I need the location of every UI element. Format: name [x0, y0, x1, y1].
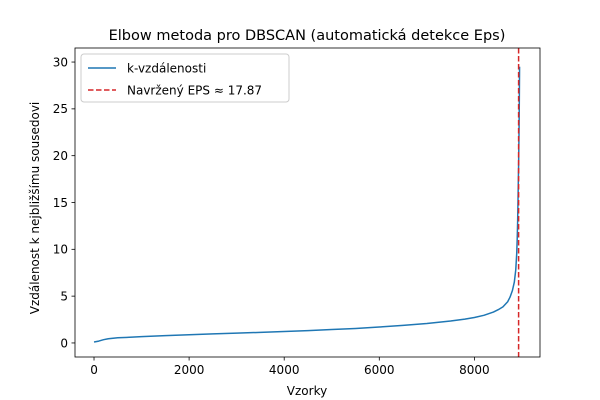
x-axis-label: Vzorky — [287, 384, 327, 398]
x-tick-label: 0 — [90, 363, 98, 377]
y-tick-label: 5 — [60, 289, 68, 303]
x-tick-label: 6000 — [364, 363, 395, 377]
y-tick-label: 20 — [53, 149, 68, 163]
series-line-k-distances — [93, 66, 521, 343]
y-tick-label: 0 — [60, 336, 68, 350]
y-tick-label: 25 — [53, 102, 68, 116]
x-tick-label: 4000 — [269, 363, 300, 377]
axis-ticks: 0 2000 4000 6000 8000 0 5 10 15 20 25 30 — [53, 55, 490, 377]
legend-box — [80, 53, 290, 103]
y-tick-label: 30 — [53, 55, 68, 69]
chart-title: Elbow metoda pro DBSCAN (automatická det… — [109, 28, 506, 44]
y-tick-label: 10 — [53, 243, 68, 257]
y-axis-label: Vzdálenost k nejbližšímu sousedovi — [28, 102, 42, 315]
legend-label: Navržený EPS ≈ 17.87 — [127, 83, 262, 97]
legend: k-vzdálenosti Navržený EPS ≈ 17.87 — [80, 53, 290, 103]
x-tick-label: 8000 — [459, 363, 490, 377]
legend-label: k-vzdálenosti — [127, 61, 206, 75]
y-tick-label: 15 — [53, 196, 68, 210]
x-tick-label: 2000 — [174, 363, 205, 377]
